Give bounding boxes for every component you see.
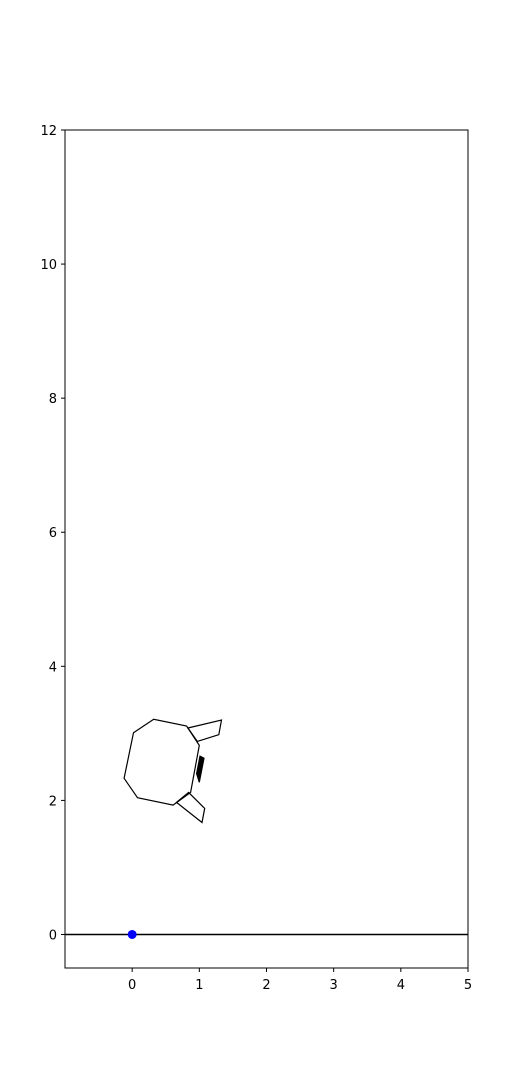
x-tick-label: 5 [464,978,472,993]
x-tick-label: 0 [128,978,136,993]
robot-sensor [195,755,205,783]
y-tick-label: 8 [49,392,57,407]
y-tick-label: 10 [40,258,57,273]
y-tick-label: 0 [49,928,57,943]
robot-lower-arm [175,791,206,824]
y-tick-label: 6 [49,526,57,541]
y-tick-label: 4 [49,660,57,675]
x-tick-label: 2 [262,978,270,993]
plot-content [65,718,468,939]
x-tick-label: 4 [397,978,405,993]
x-tick-label: 1 [195,978,203,993]
y-axis: 0 2 4 6 8 10 12 [40,124,65,943]
x-tick-label: 3 [330,978,338,993]
robot-body [123,718,200,806]
x-axis: 0 1 2 3 4 5 [128,968,472,993]
data-point-0 [127,929,137,939]
y-tick-label: 2 [49,794,57,809]
y-tick-label: 12 [40,124,57,139]
robot-upper-arm [186,719,223,743]
